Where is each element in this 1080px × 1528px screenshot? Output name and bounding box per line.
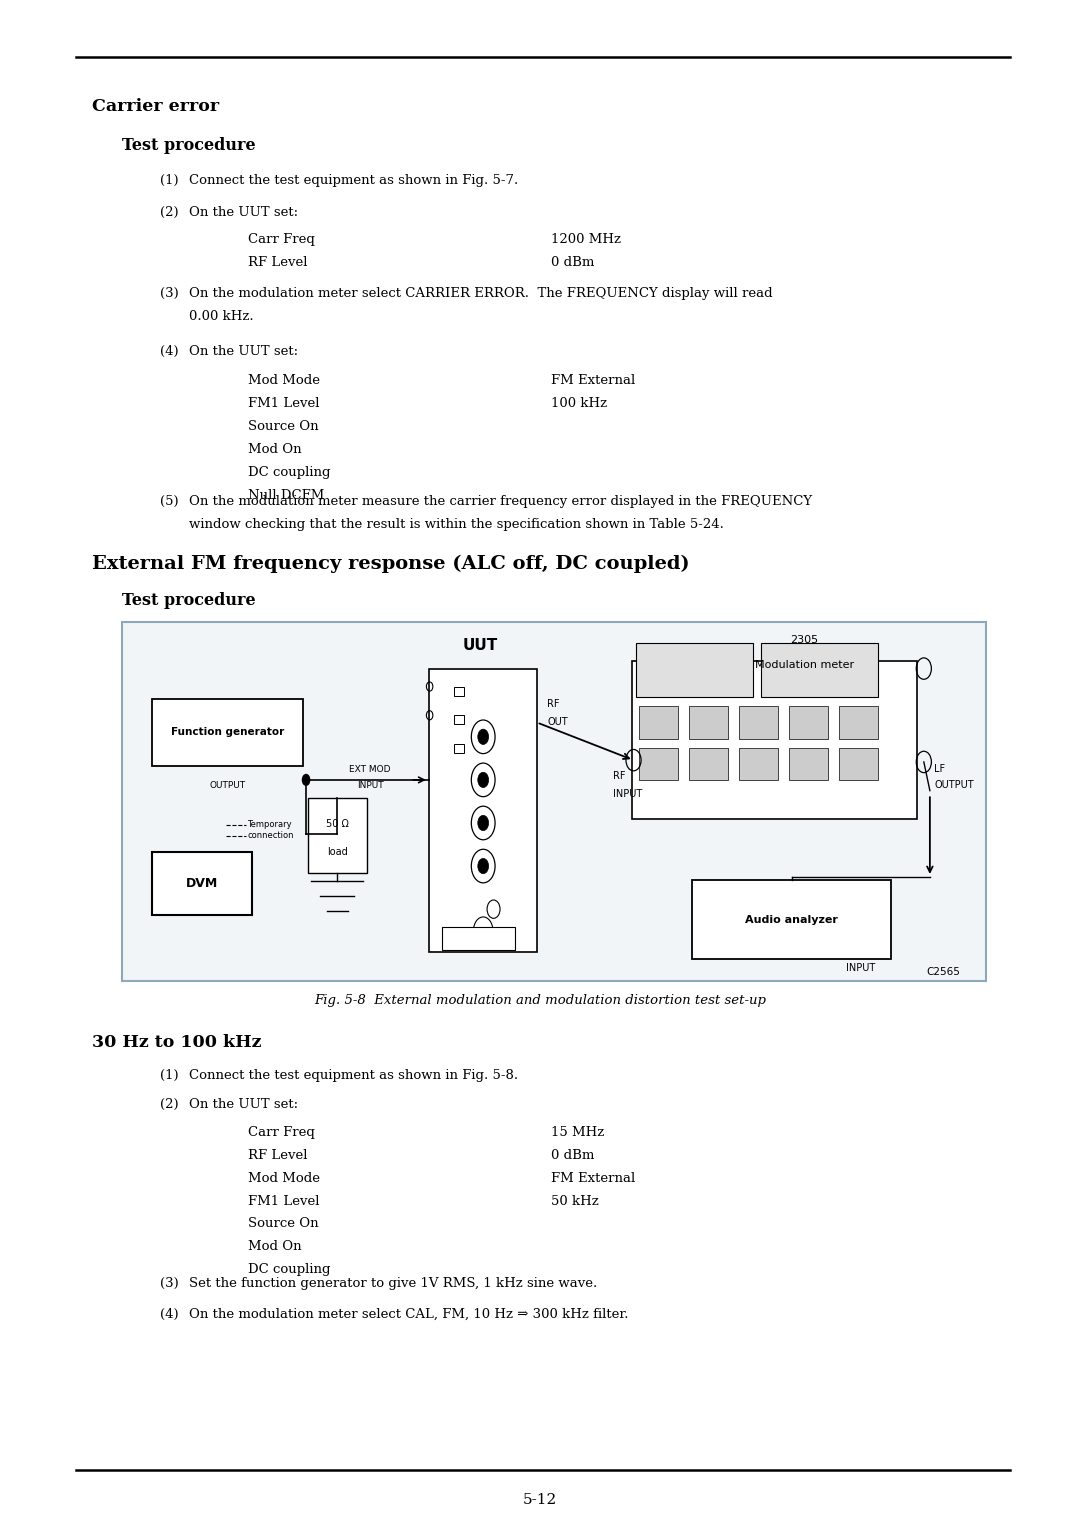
Text: load: load (327, 847, 348, 857)
Text: 30 Hz to 100 kHz: 30 Hz to 100 kHz (92, 1033, 261, 1051)
Bar (638, 706, 677, 738)
Text: 5-12: 5-12 (523, 1493, 557, 1508)
Bar (442, 927, 515, 950)
Text: On the UUT set:: On the UUT set: (189, 206, 298, 219)
Bar (638, 747, 677, 779)
Text: Function generator: Function generator (172, 727, 284, 738)
Text: 0 dBm: 0 dBm (551, 1149, 594, 1161)
FancyBboxPatch shape (122, 622, 986, 981)
Text: Carrier error: Carrier error (92, 98, 219, 116)
Text: (1): (1) (160, 1070, 178, 1082)
Text: (3): (3) (160, 1277, 178, 1290)
Text: window checking that the result is within the specification shown in Table 5-24.: window checking that the result is withi… (189, 518, 724, 530)
Text: (4): (4) (160, 1308, 178, 1320)
Text: Connect the test equipment as shown in Fig. 5-8.: Connect the test equipment as shown in F… (189, 1070, 518, 1082)
Text: Mod On: Mod On (248, 1241, 302, 1253)
Text: 50 kHz: 50 kHz (551, 1195, 598, 1207)
Text: connection: connection (247, 831, 294, 840)
Bar (839, 747, 878, 779)
Text: RF Level: RF Level (248, 257, 308, 269)
Text: 0.00 kHz.: 0.00 kHz. (189, 310, 254, 322)
Text: OUTPUT: OUTPUT (934, 781, 974, 790)
Text: INPUT: INPUT (612, 790, 642, 799)
Circle shape (477, 859, 488, 874)
Text: On the modulation meter select CARRIER ERROR.  The FREQUENCY display will read: On the modulation meter select CARRIER E… (189, 287, 772, 299)
Text: DC coupling: DC coupling (248, 1264, 330, 1276)
Text: RF: RF (548, 700, 559, 709)
Text: Connect the test equipment as shown in Fig. 5-7.: Connect the test equipment as shown in F… (189, 174, 518, 186)
Text: OUTPUT: OUTPUT (210, 781, 245, 790)
Text: FM1 Level: FM1 Level (248, 397, 320, 410)
Text: FM External: FM External (551, 374, 635, 387)
Bar (454, 686, 464, 695)
Text: LF: LF (934, 764, 945, 775)
Text: Null DCFM: Null DCFM (248, 489, 325, 501)
Text: C2565: C2565 (927, 967, 960, 976)
Text: Set the function generator to give 1V RMS, 1 kHz sine wave.: Set the function generator to give 1V RM… (189, 1277, 597, 1290)
Text: Mod On: Mod On (248, 443, 302, 455)
Circle shape (477, 729, 488, 744)
Text: Carr Freq: Carr Freq (248, 1126, 315, 1138)
Bar (789, 747, 828, 779)
Text: On the modulation meter measure the carrier frequency error displayed in the FRE: On the modulation meter measure the carr… (189, 495, 812, 507)
Text: (2): (2) (160, 206, 178, 219)
Bar (839, 706, 878, 738)
Text: On the modulation meter select CAL, FM, 10 Hz ⇒ 300 kHz filter.: On the modulation meter select CAL, FM, … (189, 1308, 629, 1320)
Text: 1200 MHz: 1200 MHz (551, 234, 621, 246)
Bar (636, 643, 753, 697)
Text: Audio analyzer: Audio analyzer (745, 915, 838, 924)
Text: DC coupling: DC coupling (248, 466, 330, 478)
Bar (739, 706, 778, 738)
Text: (1): (1) (160, 174, 178, 186)
Circle shape (477, 816, 488, 831)
Text: INPUT: INPUT (846, 964, 876, 973)
Circle shape (301, 773, 310, 785)
Bar (689, 706, 728, 738)
Bar (429, 669, 537, 952)
Text: 0 dBm: 0 dBm (551, 257, 594, 269)
Text: Modulation meter: Modulation meter (755, 660, 854, 669)
Text: Temporary: Temporary (247, 821, 292, 830)
Text: Test procedure: Test procedure (122, 591, 256, 610)
Text: RF Level: RF Level (248, 1149, 308, 1161)
Text: (4): (4) (160, 345, 178, 358)
Text: FM1 Level: FM1 Level (248, 1195, 320, 1207)
Bar (454, 715, 464, 724)
Bar (308, 798, 366, 874)
Text: DVM: DVM (186, 877, 218, 889)
Text: 50 Ω: 50 Ω (326, 819, 349, 830)
Text: EXT MOD: EXT MOD (349, 764, 391, 773)
Bar (692, 880, 891, 960)
Bar (689, 747, 728, 779)
Text: Mod Mode: Mod Mode (248, 374, 321, 387)
Text: Source On: Source On (248, 420, 319, 432)
Text: (3): (3) (160, 287, 178, 299)
Text: (5): (5) (160, 495, 178, 507)
Text: On the UUT set:: On the UUT set: (189, 1099, 298, 1111)
Text: Mod Mode: Mod Mode (248, 1172, 321, 1184)
Text: 2305: 2305 (791, 634, 819, 645)
Bar (152, 851, 252, 915)
Circle shape (477, 772, 488, 787)
Text: External FM frequency response (ALC off, DC coupled): External FM frequency response (ALC off,… (92, 555, 689, 573)
Text: INPUT: INPUT (356, 781, 383, 790)
Bar (632, 662, 917, 819)
Bar (152, 700, 303, 766)
Text: 15 MHz: 15 MHz (551, 1126, 604, 1138)
Text: RF: RF (612, 772, 625, 781)
Text: On the UUT set:: On the UUT set: (189, 345, 298, 358)
Text: UUT: UUT (463, 637, 498, 652)
Bar (739, 747, 778, 779)
Text: 100 kHz: 100 kHz (551, 397, 607, 410)
Bar (789, 706, 828, 738)
Text: FM External: FM External (551, 1172, 635, 1184)
Text: Fig. 5-8  External modulation and modulation distortion test set-up: Fig. 5-8 External modulation and modulat… (314, 995, 766, 1007)
Text: Carr Freq: Carr Freq (248, 234, 315, 246)
Bar (761, 643, 878, 697)
Text: OUT: OUT (548, 718, 568, 727)
Text: Source On: Source On (248, 1218, 319, 1230)
Bar (454, 744, 464, 753)
Text: (2): (2) (160, 1099, 178, 1111)
Text: Test procedure: Test procedure (122, 136, 256, 154)
